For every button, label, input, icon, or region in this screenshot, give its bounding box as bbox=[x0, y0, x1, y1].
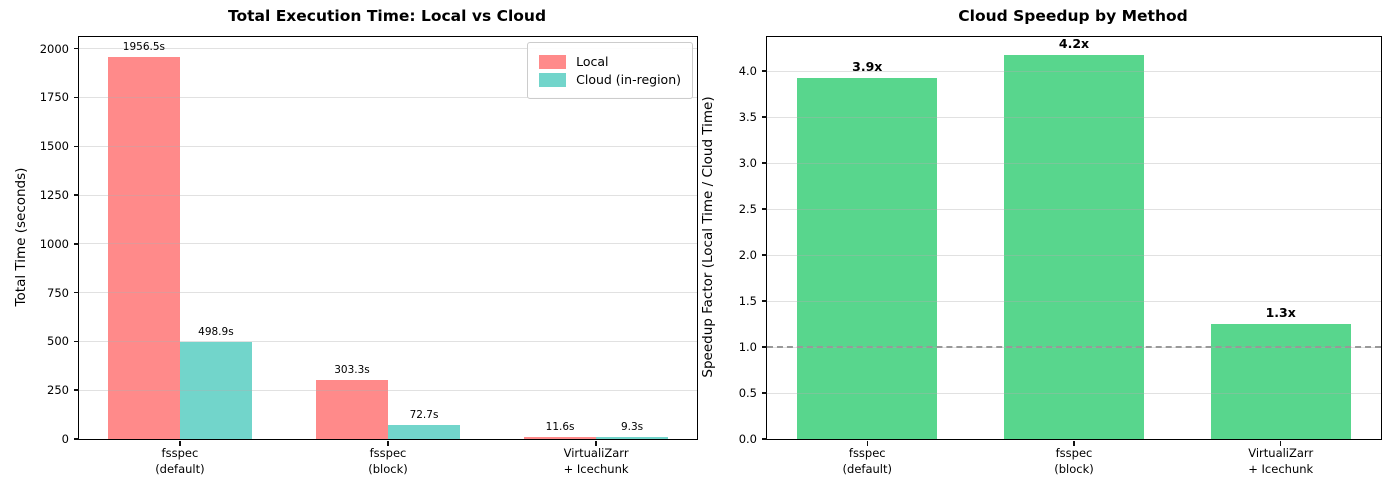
x-category-label: VirtualiZarr + Icechunk bbox=[563, 446, 629, 477]
y-tick-mark bbox=[73, 389, 79, 391]
y-tick-label: 1250 bbox=[39, 188, 69, 203]
bar-value-label: 72.7s bbox=[409, 408, 439, 421]
y-tick-mark bbox=[761, 254, 767, 256]
y-tick-mark bbox=[761, 300, 767, 302]
bar-value-label: 1.3x bbox=[1265, 305, 1296, 321]
x-tick-mark bbox=[1073, 441, 1075, 446]
bar-local bbox=[524, 436, 597, 439]
x-tick-mark bbox=[866, 441, 869, 446]
y-tick-label: 0.5 bbox=[738, 386, 757, 400]
x-category-label: fsspec (block) bbox=[1054, 446, 1094, 477]
x-tick-mark bbox=[1279, 441, 1282, 446]
legend-entry: Local bbox=[539, 54, 681, 69]
gridline bbox=[79, 340, 697, 342]
bar-value-label: 4.2x bbox=[1058, 36, 1090, 52]
y-tick-label: 1500 bbox=[39, 139, 69, 154]
gridline bbox=[767, 300, 1381, 302]
bar-local bbox=[316, 379, 388, 439]
left-chart-title: Total Execution Time: Local vs Cloud bbox=[227, 7, 547, 25]
x-tick-mark bbox=[387, 441, 389, 446]
gridline bbox=[79, 96, 697, 98]
y-tick-mark bbox=[73, 145, 79, 148]
gridline bbox=[79, 292, 697, 294]
legend-entry: Cloud (in-region) bbox=[539, 72, 681, 87]
y-tick-label: 1.5 bbox=[738, 294, 757, 308]
y-tick-mark bbox=[761, 438, 767, 440]
y-tick-mark bbox=[761, 70, 767, 72]
x-category-label: fsspec (default) bbox=[842, 446, 892, 477]
y-tick-mark bbox=[761, 346, 767, 348]
bar-speedup bbox=[797, 78, 938, 439]
y-tick-label: 500 bbox=[47, 334, 69, 349]
y-tick-mark bbox=[73, 438, 79, 440]
y-tick-mark bbox=[73, 47, 79, 50]
bar-value-label: 1956.5s bbox=[122, 41, 166, 54]
right-plot-area: 3.9x 4.2x 1.3x 0.0 0.5 1.0 1.5 2.0 2.5 3.0 3.5 4.0 f… bbox=[739, 36, 1382, 476]
gridline bbox=[767, 70, 1381, 72]
y-tick-label: 4.0 bbox=[738, 64, 757, 79]
bar-value-label: 498.9s bbox=[198, 325, 234, 338]
bar-cloud-in-region- bbox=[388, 424, 460, 439]
y-tick-label: 750 bbox=[47, 285, 69, 300]
left-plot-area: 1956.5s 303.3s 11.6s 498.9s 72.7s 9.3s 0 250 500… bbox=[40, 36, 698, 476]
gridline bbox=[79, 145, 697, 147]
y-tick-label: 2.0 bbox=[738, 248, 757, 263]
y-tick-label: 3.0 bbox=[738, 156, 757, 171]
y-tick-mark bbox=[73, 243, 79, 245]
right-chart-title: Cloud Speedup by Method bbox=[958, 7, 1188, 25]
y-tick-label: 2.5 bbox=[738, 202, 757, 217]
gridline bbox=[79, 243, 697, 245]
bar-cloud-in-region- bbox=[596, 437, 669, 439]
y-tick-label: 2000 bbox=[39, 41, 69, 56]
x-tick-mark bbox=[179, 441, 181, 446]
y-tick-label: 3.5 bbox=[738, 110, 757, 125]
y-tick-mark bbox=[761, 208, 767, 210]
gridline bbox=[79, 194, 697, 196]
gridline bbox=[767, 208, 1381, 210]
legend-label: Local bbox=[576, 54, 609, 69]
y-tick-mark bbox=[73, 96, 79, 99]
y-tick-label: 1750 bbox=[39, 90, 69, 105]
bar-value-label: 11.6s bbox=[545, 420, 575, 433]
x-tick-mark bbox=[595, 441, 597, 446]
legend: Local Cloud (in-region) bbox=[527, 42, 693, 99]
y-tick-label: 250 bbox=[47, 383, 69, 398]
gridline bbox=[79, 389, 697, 391]
y-tick-mark bbox=[761, 392, 767, 394]
reference-line bbox=[767, 346, 1381, 348]
gridline bbox=[767, 254, 1381, 256]
legend-color-patch bbox=[539, 54, 567, 69]
bar-cloud-in-region- bbox=[179, 341, 252, 439]
gridline bbox=[767, 392, 1381, 394]
gridline bbox=[767, 162, 1381, 164]
right-y-axis-label: Speedup Factor (Local Time / Cloud Time) bbox=[700, 96, 716, 378]
x-category-label: VirtualiZarr + Icechunk bbox=[1248, 446, 1314, 477]
x-category-label: fsspec (default) bbox=[155, 446, 205, 477]
bar-local bbox=[107, 57, 180, 439]
y-tick-mark bbox=[73, 340, 79, 343]
legend-color-patch bbox=[539, 72, 567, 87]
y-tick-label: 1.0 bbox=[738, 340, 757, 354]
y-tick-label: 1000 bbox=[39, 236, 69, 251]
y-tick-mark bbox=[73, 194, 79, 196]
x-category-label: fsspec (block) bbox=[368, 446, 408, 477]
bar-value-label: 9.3s bbox=[620, 421, 644, 434]
legend-label: Cloud (in-region) bbox=[576, 72, 681, 87]
bar-value-label: 303.3s bbox=[334, 363, 370, 376]
gridline bbox=[767, 116, 1381, 118]
y-tick-mark bbox=[761, 116, 767, 118]
y-tick-label: 0.0 bbox=[738, 432, 757, 446]
bar-speedup bbox=[1004, 55, 1144, 439]
bar-speedup bbox=[1210, 324, 1351, 439]
y-tick-mark bbox=[73, 291, 79, 294]
bar-value-label: 3.9x bbox=[852, 59, 883, 75]
gridline bbox=[79, 48, 697, 50]
y-tick-mark bbox=[761, 162, 767, 164]
y-tick-label: 0 bbox=[61, 432, 69, 446]
